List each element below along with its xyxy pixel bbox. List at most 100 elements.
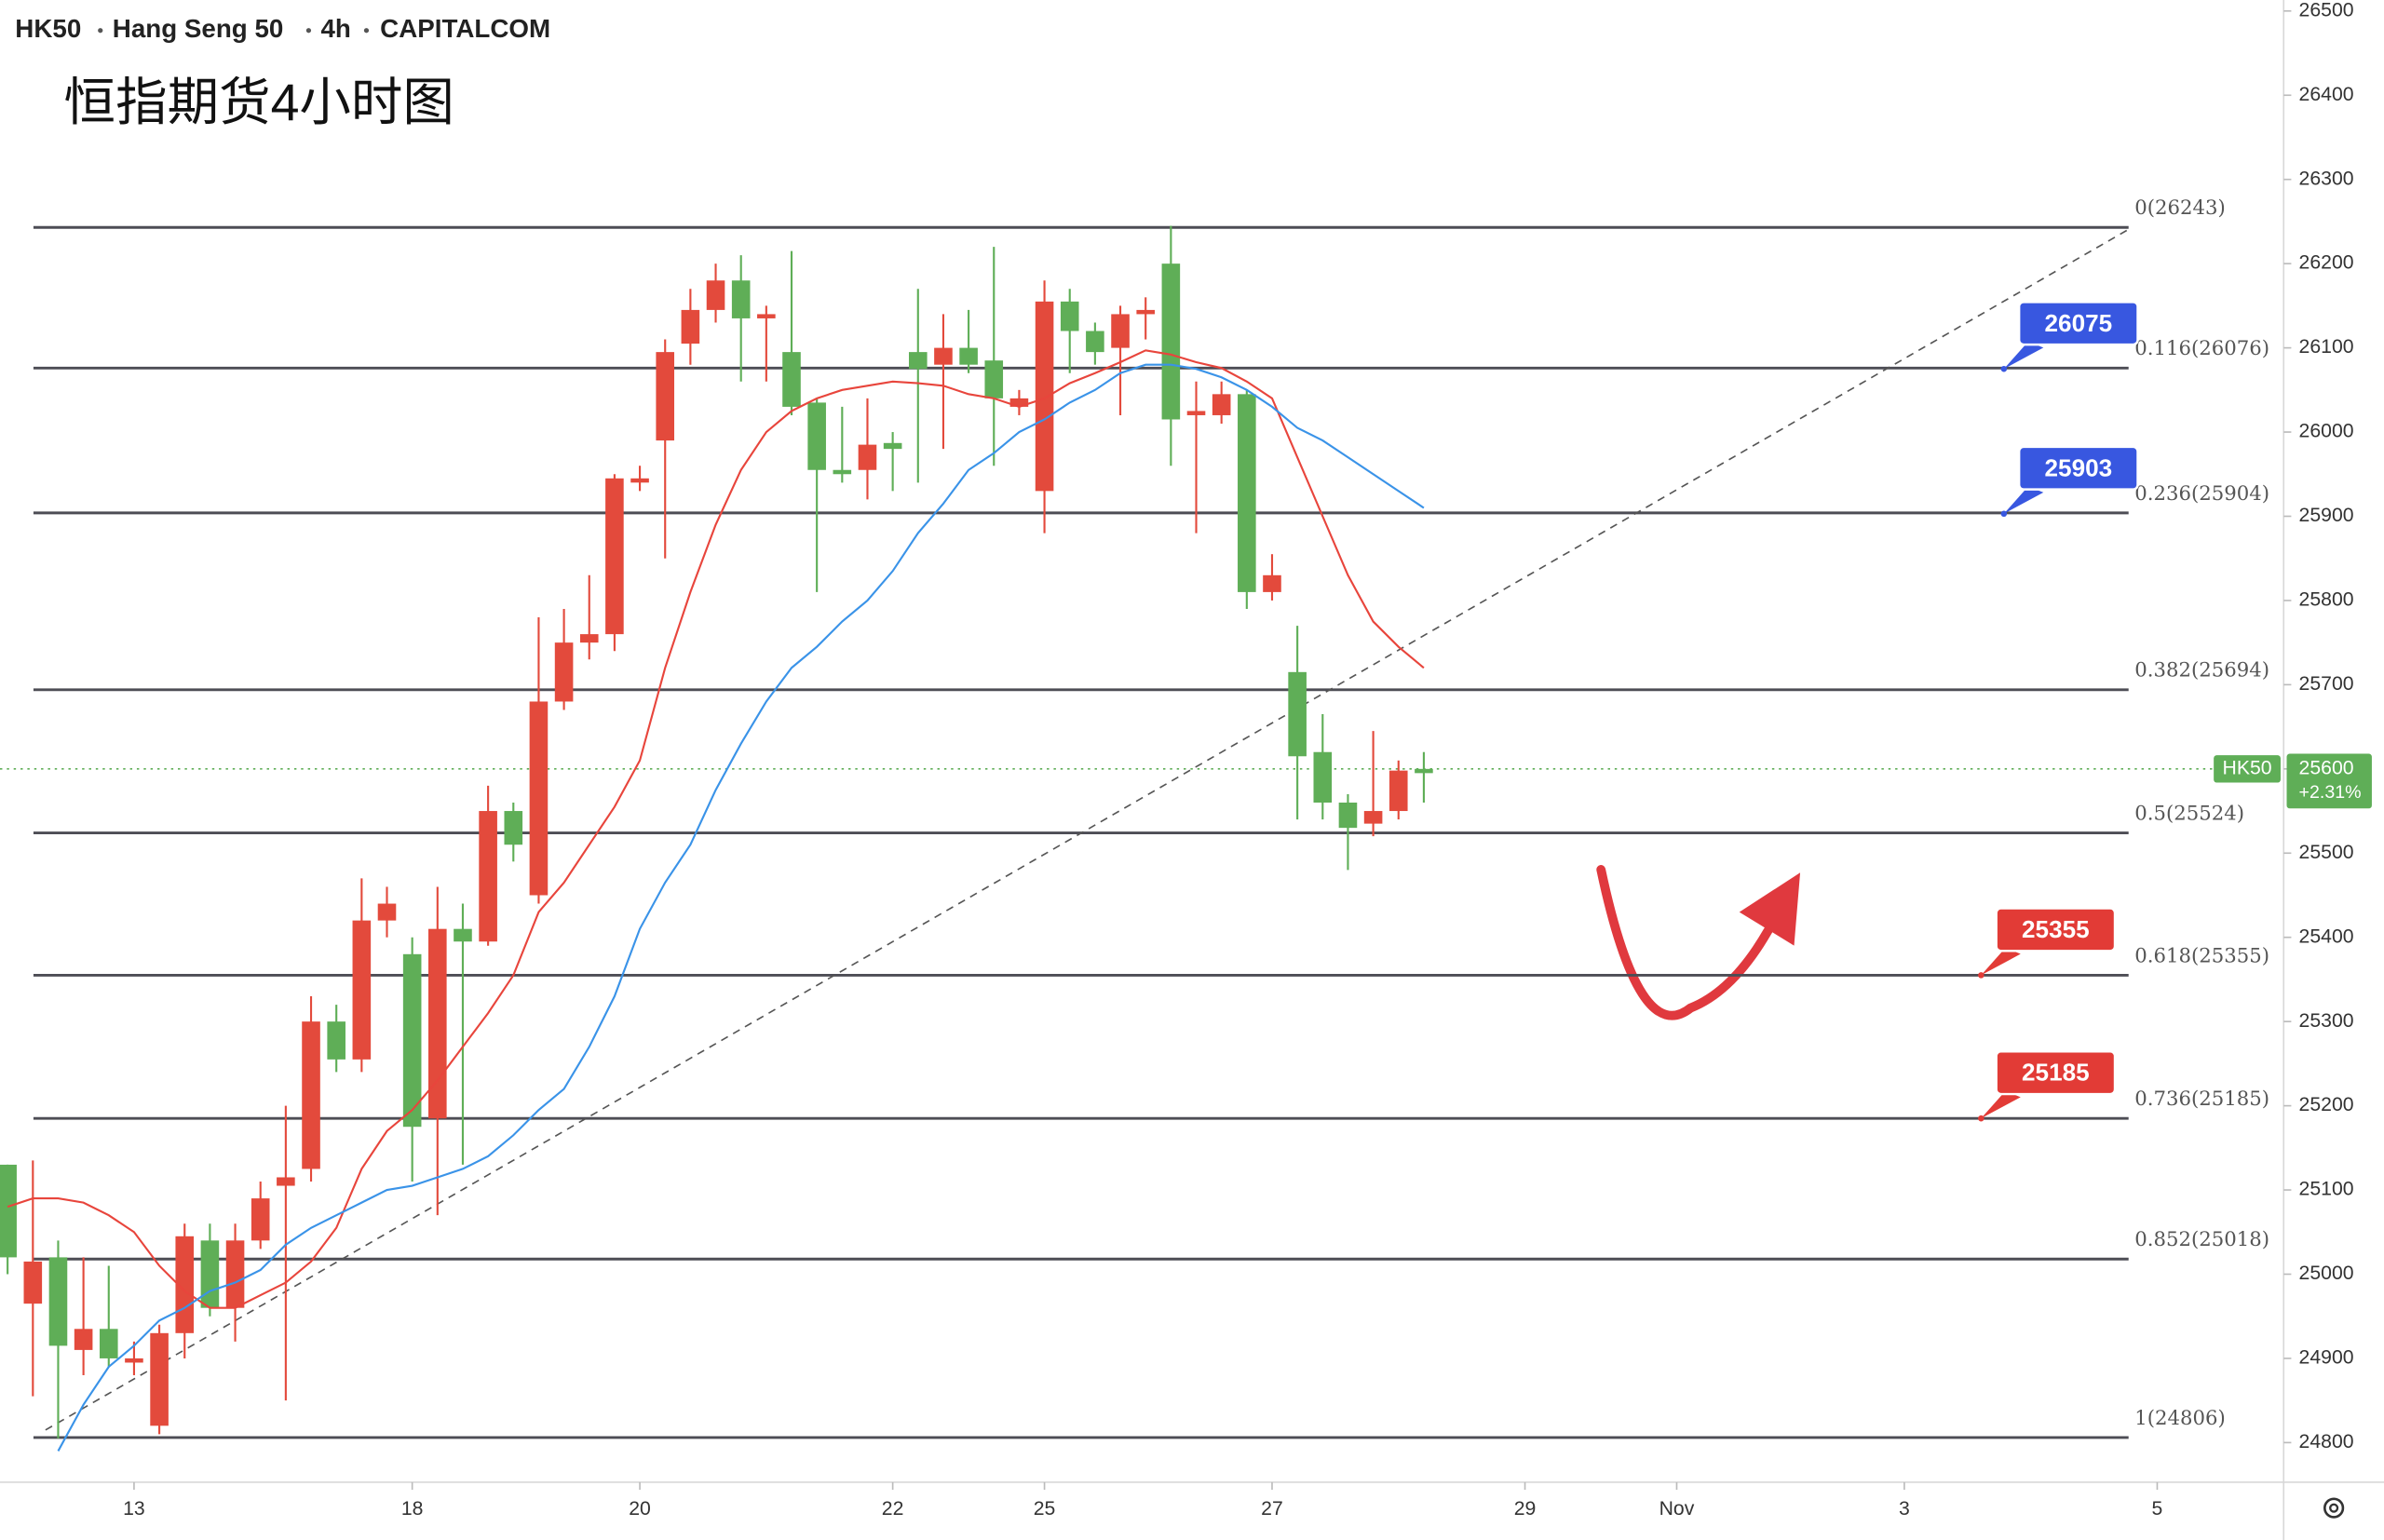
- callout-pointer: [1981, 948, 2021, 976]
- candle-body: [908, 352, 928, 370]
- candle-body: [1313, 751, 1333, 804]
- interval: 4h: [320, 14, 350, 43]
- separator: [98, 28, 103, 34]
- candle-body: [984, 360, 1004, 399]
- candle-body: [1212, 394, 1231, 415]
- separator: [363, 28, 370, 34]
- y-tick-label: 25400: [2299, 925, 2354, 947]
- y-tick-label: 26100: [2299, 336, 2354, 358]
- candle-body: [605, 478, 624, 635]
- candle-body: [150, 1332, 169, 1426]
- candle-body: [302, 1021, 320, 1169]
- candle-body: [125, 1358, 143, 1363]
- candle-body: [858, 444, 877, 470]
- symbol-tag: HK50: [2223, 757, 2272, 778]
- x-tick-label: 13: [123, 1498, 145, 1520]
- candle-body: [225, 1240, 245, 1308]
- candle-body: [377, 903, 397, 921]
- candle-body: [0, 1164, 17, 1258]
- last-price-change: +2.31%: [2299, 782, 2362, 803]
- candle-body: [529, 701, 549, 896]
- y-tick-label: 26000: [2299, 421, 2354, 442]
- trend-line: [45, 226, 2133, 1431]
- candle-body: [1086, 331, 1104, 353]
- price-callout: 25355: [1978, 907, 2117, 979]
- y-tick-label: 26300: [2299, 168, 2354, 189]
- callout-label: 25355: [2022, 915, 2090, 943]
- y-tick-label: 25700: [2299, 673, 2354, 695]
- candle-body: [807, 402, 826, 470]
- callout-anchor: [2000, 365, 2008, 372]
- callout-pointer: [2003, 341, 2044, 370]
- candle-body: [1338, 803, 1358, 829]
- candle-body: [1288, 671, 1307, 757]
- candle-body: [251, 1198, 270, 1241]
- source: CAPITALCOM: [380, 14, 550, 43]
- fib-level-label: 0.116(26076): [2134, 337, 2269, 360]
- x-tick-label: 20: [629, 1498, 651, 1520]
- callout-label: 25185: [2022, 1059, 2090, 1087]
- candle-body: [681, 309, 700, 344]
- y-tick-label: 25100: [2299, 1179, 2354, 1200]
- candle-body: [833, 469, 852, 475]
- x-tick-label: 22: [882, 1498, 904, 1520]
- ma-slow-line: [57, 363, 1425, 1452]
- callout-pointer: [1981, 1090, 2021, 1119]
- candle-body: [782, 352, 801, 407]
- candle-body: [934, 347, 953, 365]
- candle-body: [1238, 394, 1256, 592]
- callout-pointer: [2003, 486, 2044, 514]
- callout-anchor: [1978, 972, 1984, 979]
- last-price-box: [2286, 753, 2372, 809]
- x-tick-label: 25: [1034, 1498, 1056, 1520]
- candle-body: [1161, 263, 1181, 420]
- candle-body: [656, 352, 675, 441]
- instrument-name: Hang Seng 50: [113, 14, 284, 43]
- separator: [305, 28, 312, 34]
- callout-anchor: [1978, 1114, 1984, 1122]
- fib-level-label: 0.618(25355): [2134, 944, 2269, 967]
- candle-body: [1263, 574, 1281, 592]
- gear-ring: [2323, 1497, 2345, 1519]
- fib-level-label: 0.382(25694): [2134, 659, 2269, 682]
- x-tick-label: 3: [1899, 1498, 1910, 1520]
- callout-box: [1995, 907, 2117, 952]
- candle-body: [1060, 301, 1079, 331]
- candle-body: [706, 280, 725, 310]
- candle-body: [454, 928, 472, 942]
- candle-body: [579, 634, 599, 643]
- callout-anchor: [2000, 510, 2008, 518]
- candle-body: [731, 280, 751, 318]
- y-tick-label: 25300: [2299, 1010, 2354, 1032]
- candle-body: [959, 347, 978, 365]
- y-tick-label: 26500: [2299, 0, 2354, 20]
- gear-hub: [2329, 1503, 2339, 1513]
- last-price: 25600: [2299, 757, 2354, 778]
- candle-body: [175, 1236, 195, 1333]
- candle-body: [74, 1329, 93, 1350]
- fib-level-label: 0.852(25018): [2134, 1228, 2269, 1251]
- fib-level-label: 0.236(25904): [2134, 482, 2269, 506]
- candle-body: [757, 314, 776, 318]
- settings-icon[interactable]: [2323, 1497, 2345, 1519]
- y-tick-label: 26200: [2299, 252, 2354, 274]
- candle-body: [1186, 411, 1206, 415]
- callout-label: 26075: [2045, 309, 2113, 337]
- rebound-arrowhead: [1739, 872, 1801, 946]
- candle-body: [23, 1261, 43, 1304]
- candle-body: [479, 811, 497, 942]
- candle-body: [428, 928, 447, 1119]
- y-tick-label: 25200: [2299, 1094, 2354, 1115]
- candle-body: [1415, 768, 1433, 774]
- candle-body: [1035, 301, 1054, 492]
- x-tick-label: 29: [1514, 1498, 1537, 1520]
- y-tick-label: 26400: [2299, 84, 2354, 105]
- fib-level-label: 0(26243): [2134, 196, 2226, 220]
- fib-level-label: 0.736(25185): [2134, 1087, 2269, 1111]
- fib-level-label: 0.5(25524): [2134, 802, 2244, 825]
- callout-box: [2017, 445, 2139, 491]
- callout-box: [1995, 1050, 2117, 1096]
- callout-label: 25903: [2045, 453, 2113, 481]
